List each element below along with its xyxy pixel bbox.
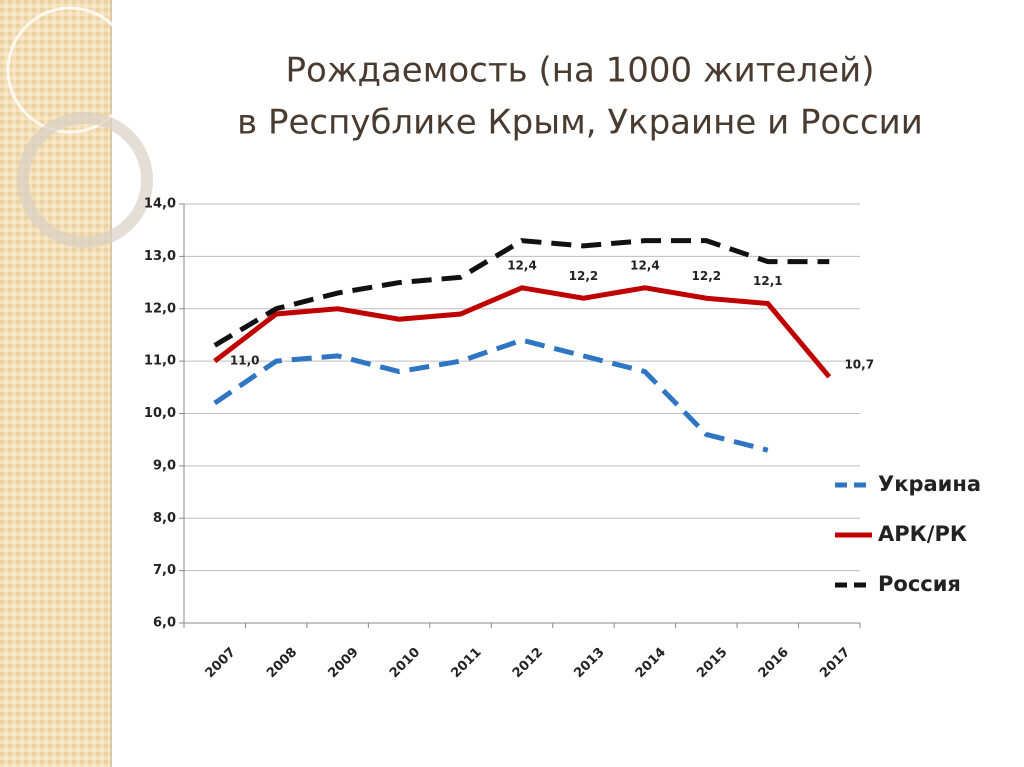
data-label: 12,4 xyxy=(507,258,537,272)
data-label: 12,1 xyxy=(753,274,783,288)
y-tick-label: 11,0 xyxy=(144,354,176,369)
y-tick-label: 7,0 xyxy=(153,563,176,578)
series-line xyxy=(213,238,830,348)
x-tick-label: 2010 xyxy=(387,645,423,681)
x-tick-label: 2013 xyxy=(571,645,607,681)
chart-title: Рождаемость (на 1000 жителей) xyxy=(286,51,875,91)
x-tick-label: 2007 xyxy=(203,645,239,681)
y-tick-label: 6,0 xyxy=(153,616,176,631)
data-label: 12,4 xyxy=(630,258,660,272)
x-tick-label: 2017 xyxy=(817,645,853,681)
data-label: 10,7 xyxy=(844,357,874,371)
chart-subtitle: в Республике Крым, Украине и России xyxy=(237,103,923,143)
legend-label: АРК/РК xyxy=(878,522,967,546)
series-line xyxy=(213,285,832,379)
legend-label: Украина xyxy=(878,472,981,496)
x-tick-label: 2008 xyxy=(264,645,300,681)
data-label: 12,2 xyxy=(692,269,722,283)
x-tick-label: 2011 xyxy=(448,645,484,681)
y-tick-label: 9,0 xyxy=(153,458,176,473)
y-tick-label: 8,0 xyxy=(153,511,176,526)
decor-circle xyxy=(6,6,134,134)
y-tick-label: 12,0 xyxy=(144,301,176,316)
y-tick-label: 13,0 xyxy=(144,249,176,264)
y-tick-label: 14,0 xyxy=(144,197,176,212)
x-tick-label: 2016 xyxy=(756,645,792,681)
decor-circle xyxy=(17,112,153,248)
x-tick-label: 2015 xyxy=(694,645,730,681)
legend-label: Россия xyxy=(878,572,961,596)
data-label: 12,2 xyxy=(569,269,599,283)
x-tick-label: 2009 xyxy=(326,645,362,681)
x-tick-label: 2012 xyxy=(510,645,546,681)
x-tick-label: 2014 xyxy=(633,645,669,681)
y-tick-label: 10,0 xyxy=(144,406,176,421)
series-line xyxy=(213,337,769,453)
data-label: 11,0 xyxy=(230,354,260,368)
